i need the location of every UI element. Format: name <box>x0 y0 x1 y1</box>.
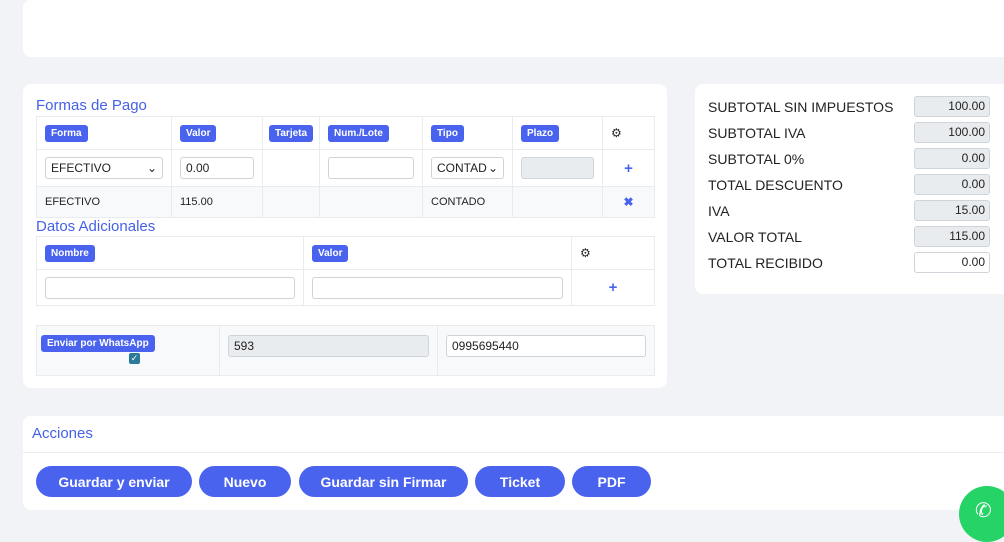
tipo-select[interactable]: CONTAD ⌄ <box>431 157 504 179</box>
row-plazo <box>512 186 603 218</box>
nuevo-button[interactable]: Nuevo <box>199 466 291 497</box>
row-valor: 115.00 <box>171 186 263 218</box>
valor-adicional-input[interactable] <box>312 276 563 299</box>
country-code-input[interactable]: 593 <box>228 335 429 357</box>
whatsapp-checkbox[interactable]: ✓ <box>129 353 140 364</box>
summary-row: VALOR TOTAL 115.00 <box>708 226 990 247</box>
header-plazo: Plazo <box>521 124 560 142</box>
add-data-icon[interactable]: + <box>571 269 655 306</box>
phone-input[interactable]: 0995695440 <box>446 335 646 357</box>
summary-label: SUBTOTAL SIN IMPUESTOS <box>708 98 894 115</box>
whatsapp-float-button[interactable]: ✆ <box>959 486 1004 542</box>
summary-value: 115.00 <box>914 226 990 247</box>
summary-value: 100.00 <box>914 122 990 143</box>
delete-payment-icon[interactable]: ✖ <box>602 186 655 218</box>
whatsapp-table: Enviar por WhatsApp ✓ 593 0995695440 <box>36 325 655 376</box>
summary-value: 15.00 <box>914 200 990 221</box>
settings-icon: ⚙ <box>602 116 655 150</box>
tipo-value: CONTAD <box>437 161 487 175</box>
header-valor-adicional: Valor <box>312 244 349 262</box>
summary-value: 0.00 <box>914 148 990 169</box>
formas-pago-title: Formas de Pago <box>36 97 147 114</box>
header-tarjeta: Tarjeta <box>269 124 314 142</box>
header-nombre: Nombre <box>45 244 95 262</box>
header-tipo: Tipo <box>431 124 464 142</box>
pdf-button[interactable]: PDF <box>572 466 651 497</box>
summary-row: SUBTOTAL IVA 100.00 <box>708 122 990 143</box>
datos-adicionales-title: Datos Adicionales <box>36 218 156 235</box>
row-tarjeta <box>262 186 320 218</box>
chevron-down-icon: ⌄ <box>146 161 157 175</box>
summary-label: SUBTOTAL 0% <box>708 150 805 167</box>
forma-select[interactable]: EFECTIVO ⌄ <box>45 157 163 179</box>
summary-row: SUBTOTAL 0% 0.00 <box>708 148 990 169</box>
header-num-lote: Num./Lote <box>328 124 389 142</box>
summary-label: VALOR TOTAL <box>708 228 802 245</box>
row-num-lote <box>319 186 423 218</box>
num-lote-input[interactable] <box>328 157 414 179</box>
chevron-down-icon: ⌄ <box>487 161 498 175</box>
summary-row: TOTAL DESCUENTO 0.00 <box>708 174 990 195</box>
guardar-sin-firmar-button[interactable]: Guardar sin Firmar <box>299 466 468 497</box>
nombre-input[interactable] <box>45 276 295 299</box>
header-valor: Valor <box>180 124 217 142</box>
plazo-input[interactable] <box>521 157 594 179</box>
whatsapp-label: Enviar por WhatsApp <box>41 335 155 352</box>
row-forma: EFECTIVO <box>36 186 172 218</box>
guardar-enviar-button[interactable]: Guardar y enviar <box>36 466 192 497</box>
header-forma: Forma <box>45 124 88 142</box>
row-tipo: CONTADO <box>422 186 513 218</box>
summary-label: IVA <box>708 202 730 219</box>
summary-label: TOTAL DESCUENTO <box>708 176 843 193</box>
top-card <box>23 0 1004 57</box>
payment-table: Forma Valor Tarjeta Num./Lote Tipo Plazo… <box>36 116 655 218</box>
valor-input[interactable]: 0.00 <box>180 157 254 179</box>
additional-data-table: Nombre Valor ⚙ + <box>36 236 655 306</box>
payment-row: EFECTIVO 115.00 CONTADO ✖ <box>36 186 655 218</box>
summary-value: 0.00 <box>914 174 990 195</box>
summary-row: SUBTOTAL SIN IMPUESTOS 100.00 <box>708 96 990 117</box>
summary-value: 100.00 <box>914 96 990 117</box>
divider <box>23 452 1004 453</box>
summary-label: SUBTOTAL IVA <box>708 124 806 141</box>
summary-row: IVA 15.00 <box>708 200 990 221</box>
summary-label: TOTAL RECIBIDO <box>708 254 823 271</box>
ticket-button[interactable]: Ticket <box>475 466 565 497</box>
acciones-title: Acciones <box>32 425 93 442</box>
summary-row: TOTAL RECIBIDO 0.00 <box>708 252 990 273</box>
add-payment-icon[interactable]: + <box>602 149 655 187</box>
settings-icon: ⚙ <box>571 236 655 270</box>
forma-value: EFECTIVO <box>51 161 112 175</box>
summary-value[interactable]: 0.00 <box>914 252 990 273</box>
